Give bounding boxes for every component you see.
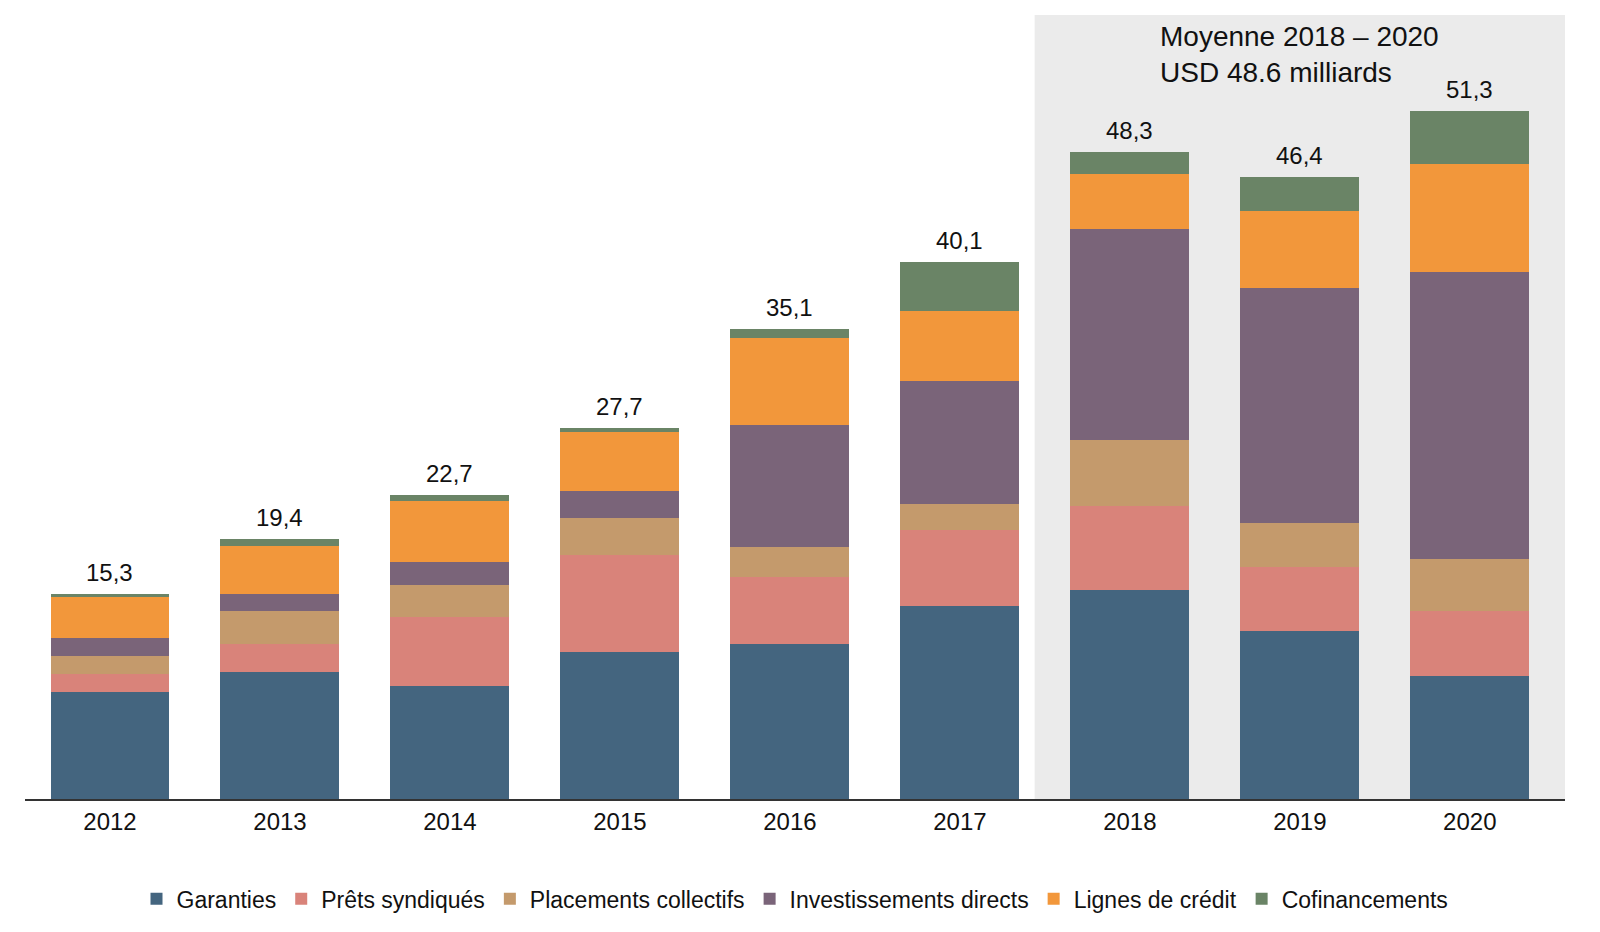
svg-text:2019: 2019	[1273, 808, 1326, 835]
svg-text:2018: 2018	[1103, 808, 1156, 835]
svg-text:46,4: 46,4	[1276, 142, 1323, 169]
svg-text:Moyenne 2018 – 2020USD 48.6 mi: Moyenne 2018 – 2020USD 48.6 milliards	[1160, 21, 1439, 88]
svg-text:Garanties: Garanties	[177, 887, 277, 913]
svg-text:Lignes de crédit: Lignes de crédit	[1074, 887, 1237, 913]
svg-text:2020: 2020	[1443, 808, 1496, 835]
svg-text:Investissements directs: Investissements directs	[790, 887, 1029, 913]
svg-text:2016: 2016	[763, 808, 816, 835]
svg-text:2017: 2017	[933, 808, 986, 835]
svg-text:Placements collectifs: Placements collectifs	[530, 887, 745, 913]
svg-text:19,4: 19,4	[256, 504, 303, 531]
svg-text:2015: 2015	[593, 808, 646, 835]
svg-text:48,3: 48,3	[1106, 117, 1153, 144]
svg-text:2013: 2013	[253, 808, 306, 835]
svg-text:15,3: 15,3	[86, 559, 133, 586]
svg-text:2014: 2014	[423, 808, 476, 835]
svg-text:27,7: 27,7	[596, 393, 643, 420]
svg-text:22,7: 22,7	[426, 460, 473, 487]
svg-text:Cofinancements: Cofinancements	[1282, 887, 1448, 913]
svg-text:Prêts syndiqués: Prêts syndiqués	[321, 887, 485, 913]
svg-text:2012: 2012	[83, 808, 136, 835]
svg-text:35,1: 35,1	[766, 294, 813, 321]
svg-text:51,3: 51,3	[1446, 76, 1493, 103]
svg-text:40,1: 40,1	[936, 227, 983, 254]
